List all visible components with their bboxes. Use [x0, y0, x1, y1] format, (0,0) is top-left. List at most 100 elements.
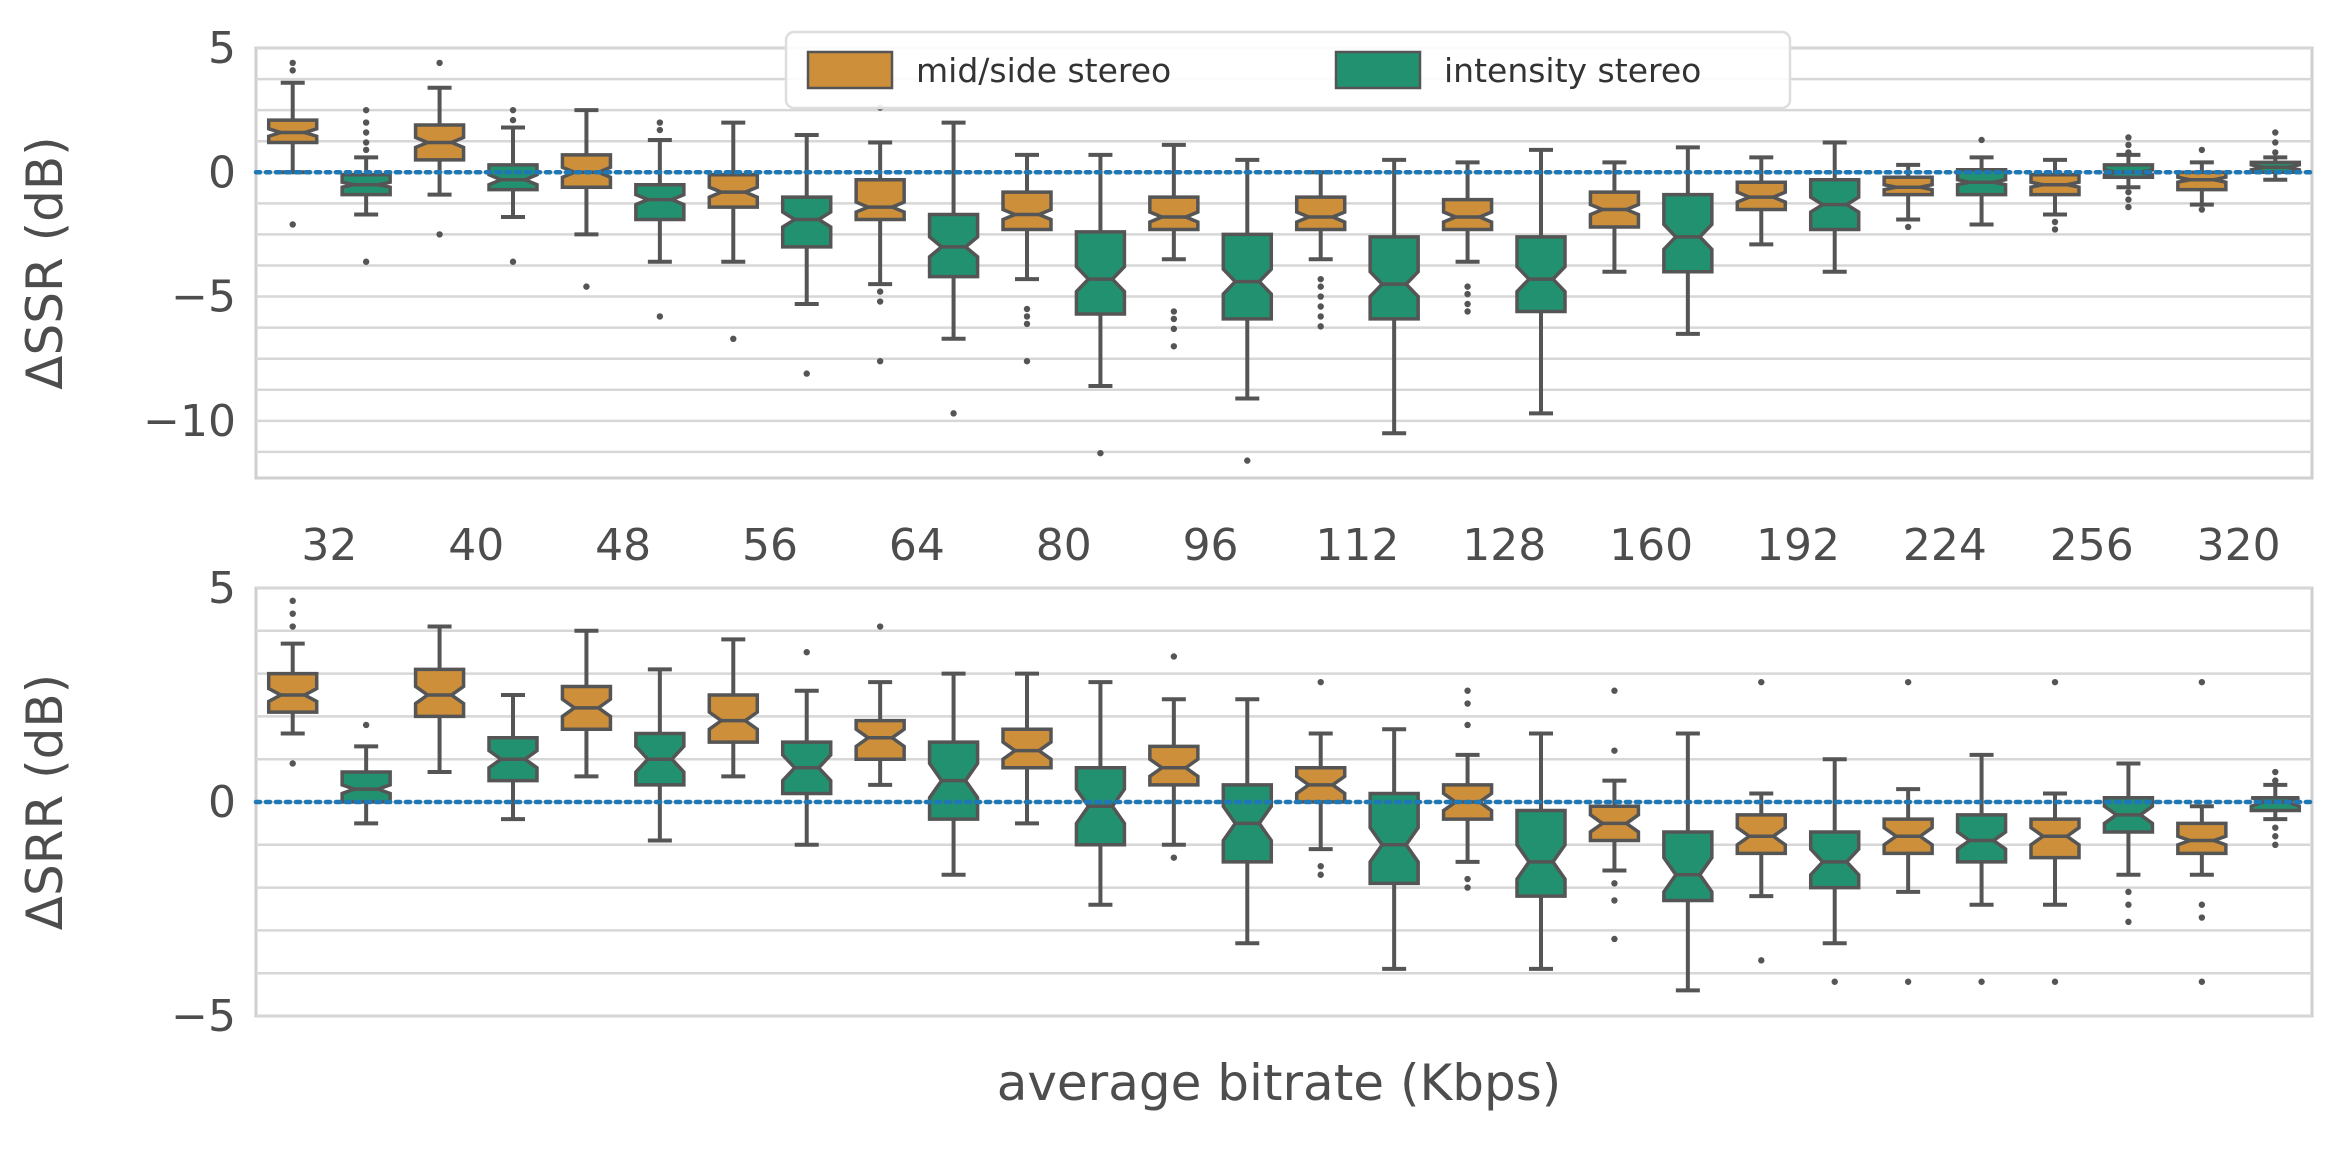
ssr-plot-frame [254, 46, 2314, 480]
flier-point [950, 410, 957, 417]
flier-point [1464, 283, 1471, 290]
srr-box-intensity [1808, 757, 1861, 985]
box-body [1735, 813, 1788, 856]
flier-point [1317, 678, 1324, 686]
flier-point [289, 597, 296, 605]
flier-point [1464, 687, 1471, 694]
flier-point [1317, 293, 1324, 300]
flier-point [876, 298, 884, 305]
flier-point [2198, 978, 2206, 985]
flier-point [1611, 747, 1618, 754]
ssr-y-tick-label: −10 [143, 396, 236, 447]
srr-box-mid-side [413, 624, 466, 775]
flier-point [2198, 206, 2206, 213]
srr-y-tick-label: 5 [208, 563, 236, 614]
srr-box-intensity [1221, 697, 1274, 946]
flier-point [583, 283, 590, 290]
box-body [1001, 190, 1053, 232]
flier-point [1611, 897, 1618, 904]
ssr-y-tick-label: 5 [208, 23, 236, 74]
srr-box-mid-side [1148, 653, 1200, 861]
srr-box-intensity [487, 693, 539, 822]
flier-point [1904, 223, 1912, 231]
flier-point [2125, 188, 2132, 196]
legend-label-intensity: intensity stereo [1444, 51, 1701, 90]
flier-point [803, 370, 810, 377]
flier-point [1317, 283, 1324, 290]
flier-point [1170, 653, 1178, 660]
x-tick-label: 80 [1036, 520, 1092, 571]
box-body [1955, 813, 2008, 864]
flier-point [2125, 888, 2132, 896]
flier-point [1170, 325, 1178, 333]
flier-point [1097, 449, 1104, 457]
flier-point [1611, 935, 1618, 943]
flier-point [1978, 978, 1985, 985]
flier-point [2198, 901, 2206, 908]
legend-box [784, 30, 1792, 110]
flier-point [2198, 678, 2206, 686]
x-tick-label: 128 [1462, 520, 1546, 571]
flier-point [730, 335, 737, 343]
box-body [1441, 197, 1494, 232]
flier-point [1317, 871, 1324, 878]
flier-point [2272, 149, 2279, 156]
flier-point [1904, 678, 1912, 686]
flier-point [509, 106, 517, 114]
flier-point [876, 288, 884, 295]
flier-point [436, 59, 443, 67]
srr-box-mid-side [1735, 678, 1788, 964]
box-body [1808, 830, 1861, 890]
x-tick-label: 96 [1183, 520, 1239, 571]
legend-swatch-mid-side [806, 50, 894, 90]
flier-point [2125, 134, 2132, 141]
flier-point [1464, 300, 1471, 308]
flier-point [1464, 290, 1471, 298]
srr-box-intensity [1955, 752, 2008, 985]
ssr-box-mid-side [1882, 162, 1934, 231]
srr-y-axis-title: ΔSRR (dB) [16, 674, 74, 930]
flier-point [1464, 721, 1471, 729]
box-body [854, 177, 906, 222]
flier-point [2125, 149, 2132, 156]
flier-point [289, 610, 296, 617]
ssr-y-tick-label: −5 [171, 272, 236, 323]
x-tick-label: 32 [301, 520, 357, 571]
box-body [413, 667, 466, 719]
flier-point [656, 119, 664, 126]
box-body [1148, 744, 1200, 787]
box-body [266, 671, 319, 714]
ssr-y-tick-label: 0 [208, 147, 236, 198]
flier-point [2051, 226, 2059, 233]
flier-point [1611, 687, 1618, 694]
flier-point [1317, 275, 1324, 283]
flier-point [2198, 914, 2206, 921]
flier-point [509, 116, 517, 124]
box-body [1294, 195, 1347, 232]
x-tick-label: 48 [595, 520, 651, 571]
box-body [1515, 808, 1567, 898]
box-body [1074, 230, 1127, 316]
ssr-box-intensity [1368, 157, 1420, 436]
x-tick-label: 224 [1903, 520, 1987, 571]
x-tick-label: 64 [889, 520, 945, 571]
flier-point [362, 721, 370, 729]
flier-point [436, 231, 443, 238]
flier-point [1464, 884, 1471, 891]
flier-point [2125, 141, 2132, 149]
flier-point [362, 139, 370, 146]
flier-point [2272, 833, 2279, 840]
ssr-panel: 5 0 −5 −10 ΔSSR (dB) 32 40 48 56 64 80 96 112 128 160 1… [16, 23, 2315, 571]
box-body [2029, 817, 2081, 860]
flier-point [1611, 880, 1618, 887]
flier-point [1170, 854, 1178, 861]
flier-point [2125, 901, 2132, 908]
flier-point [1023, 357, 1031, 365]
flier-point [1464, 875, 1471, 883]
srr-box-mid-side [1001, 671, 1053, 826]
flier-point [2051, 218, 2059, 226]
srr-y-tick-label: −5 [171, 991, 236, 1042]
srr-box-mid-side [707, 637, 760, 779]
srr-y-tick-label: 0 [208, 777, 236, 828]
flier-point [362, 106, 370, 114]
